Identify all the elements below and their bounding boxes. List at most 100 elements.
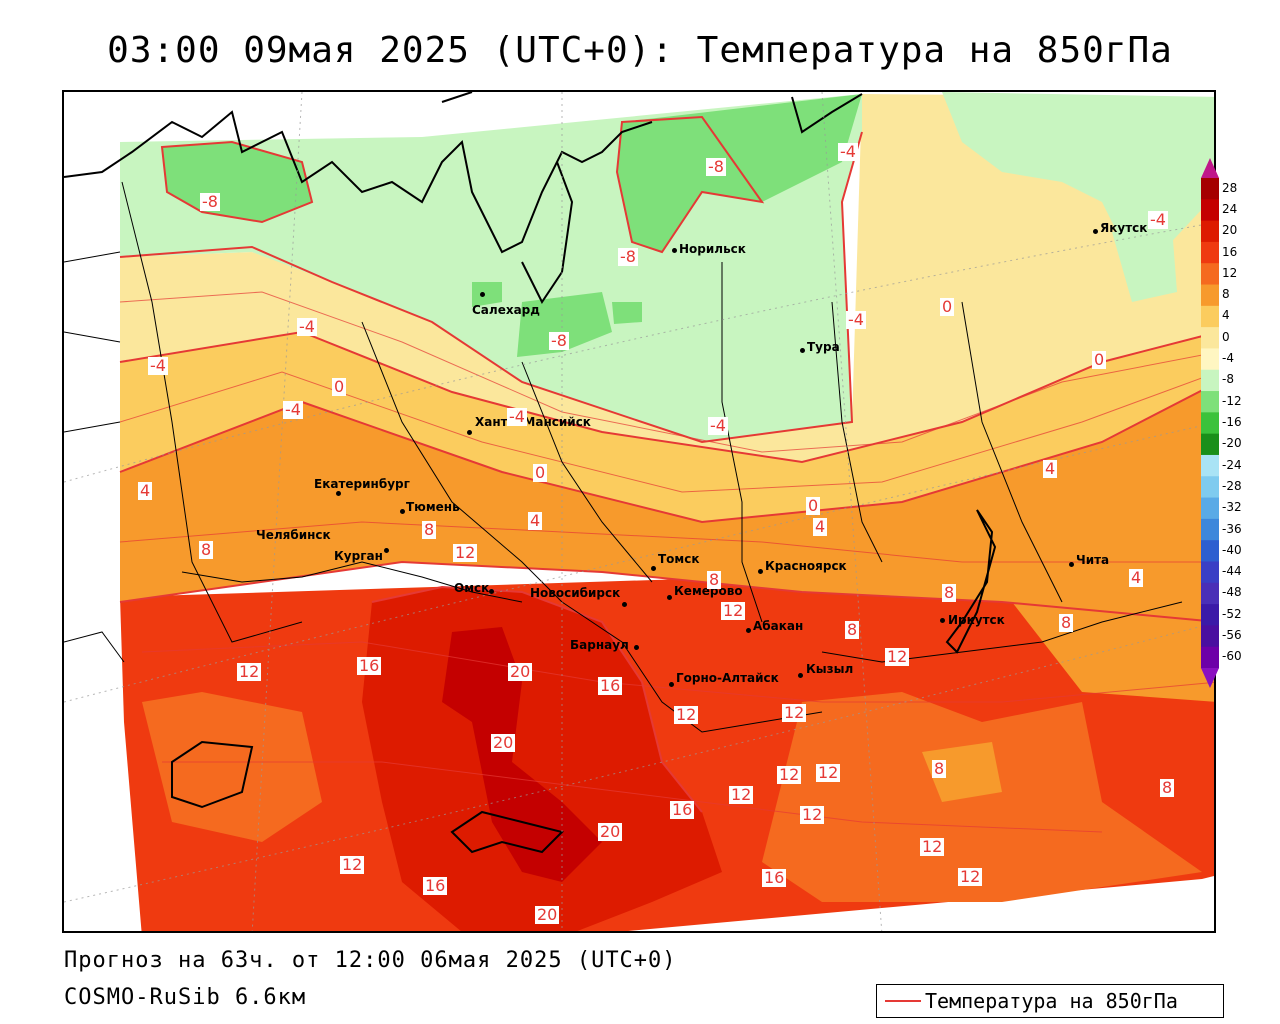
coastlines bbox=[64, 92, 997, 854]
colorbar-swatch bbox=[1201, 604, 1219, 626]
colorbar-swatch bbox=[1201, 199, 1219, 222]
city-dot bbox=[1093, 229, 1098, 234]
isoline-label: 12 bbox=[777, 765, 802, 784]
colorbar-tick-label: -60 bbox=[1222, 649, 1242, 664]
city-kurgan: Курган bbox=[334, 549, 383, 563]
colorbar-tick-label: 4 bbox=[1222, 308, 1230, 323]
city-ekaterinburg: Екатеринбург bbox=[314, 477, 410, 491]
city-gorno-altaysk: Горно-Алтайск bbox=[676, 671, 779, 685]
map-area bbox=[62, 90, 1216, 933]
colorbar-tick-label: 16 bbox=[1222, 244, 1238, 259]
isoline-label: 12 bbox=[721, 601, 746, 620]
isoline-label: 12 bbox=[816, 763, 841, 782]
colorbar-swatch bbox=[1201, 646, 1219, 669]
isoline-label: -4 bbox=[846, 310, 866, 329]
colorbar-tick-label: -56 bbox=[1222, 628, 1242, 643]
city-abakan: Абакан bbox=[753, 619, 804, 633]
isoline-label: 0 bbox=[533, 463, 548, 482]
isoline-label: 8 bbox=[199, 540, 214, 559]
isoline-label: 4 bbox=[528, 511, 543, 530]
colorbar-tick-label: -20 bbox=[1222, 436, 1242, 451]
city-dot bbox=[489, 589, 494, 594]
colorbar-swatch bbox=[1201, 178, 1219, 200]
isoline-label: 8 bbox=[845, 620, 860, 639]
isoline-label: 12 bbox=[340, 855, 365, 874]
colorbar-swatch bbox=[1201, 476, 1219, 499]
city-dot bbox=[1069, 562, 1074, 567]
colorbar-tick-label: 12 bbox=[1222, 265, 1238, 280]
colorbar-swatch bbox=[1201, 454, 1219, 477]
colorbar-tick-label: -36 bbox=[1222, 521, 1242, 536]
colorbar-tick-label: -28 bbox=[1222, 478, 1242, 493]
isoline-label: 16 bbox=[762, 868, 787, 887]
colorbar-tick-label: 28 bbox=[1222, 180, 1238, 195]
city-dot bbox=[940, 618, 945, 623]
isoline-label: 8 bbox=[1059, 613, 1074, 632]
isoline-label: -8 bbox=[618, 247, 638, 266]
city-dot bbox=[622, 602, 627, 607]
city-yakutsk: Якутск bbox=[1100, 221, 1148, 235]
city-dot bbox=[384, 548, 389, 553]
isoline-label: 12 bbox=[782, 703, 807, 722]
colorbar-swatch bbox=[1201, 540, 1219, 562]
colorbar-tick-label: -48 bbox=[1222, 585, 1242, 600]
city-dot bbox=[746, 628, 751, 633]
city-dot bbox=[798, 673, 803, 678]
isoline-label: 12 bbox=[453, 543, 478, 562]
isoline-label: 12 bbox=[729, 785, 754, 804]
city-norilsk: Норильск bbox=[679, 242, 746, 256]
isoline-label: 20 bbox=[491, 733, 516, 752]
model-info: COSMO-RuSib 6.6км bbox=[64, 985, 307, 1010]
colorbar-tick-label: -52 bbox=[1222, 606, 1242, 621]
isoline-label: 20 bbox=[508, 662, 533, 681]
isoline-label: -4 bbox=[507, 407, 527, 426]
colorbar-swatch bbox=[1201, 284, 1219, 307]
colorbar-swatch bbox=[1201, 220, 1219, 243]
city-khanty-mansiysk: Ханты-Мансийск bbox=[475, 415, 591, 429]
legend-line-swatch bbox=[885, 1000, 921, 1002]
city-chelyabinsk: Челябинск bbox=[256, 528, 331, 542]
city-dot bbox=[467, 430, 472, 435]
city-kemerovo: Кемерово bbox=[674, 584, 743, 598]
isoline-label: -4 bbox=[838, 142, 858, 161]
city-irkutsk: Иркутск bbox=[948, 613, 1005, 627]
city-tura: Тура bbox=[807, 340, 840, 354]
colorbar-tick-label: -44 bbox=[1222, 564, 1242, 579]
isoline-label: 8 bbox=[707, 570, 722, 589]
colorbar-swatch bbox=[1201, 348, 1219, 371]
colorbar-tick-label: -24 bbox=[1222, 457, 1242, 472]
isoline-label: 4 bbox=[1129, 568, 1144, 587]
legend-label: Температура на 850гПа bbox=[925, 989, 1178, 1013]
city-salekhard: Салехард bbox=[472, 303, 540, 317]
colorbar-swatch bbox=[1201, 497, 1219, 520]
city-dot bbox=[400, 509, 405, 514]
city-dot bbox=[480, 292, 485, 297]
isoline-label: -4 bbox=[297, 317, 317, 336]
isoline-label: 8 bbox=[932, 759, 947, 778]
isoline-label: -4 bbox=[148, 356, 168, 375]
city-novosibirsk: Новосибирск bbox=[530, 586, 621, 600]
colorbar-swatch bbox=[1201, 369, 1219, 392]
colorbar-swatch bbox=[1201, 433, 1219, 456]
region-borders bbox=[64, 181, 1183, 733]
city-dot bbox=[758, 569, 763, 574]
isoline-label: 20 bbox=[535, 905, 560, 924]
isoline-label: 12 bbox=[885, 647, 910, 666]
colorbar-swatch bbox=[1201, 561, 1219, 584]
city-barnaul: Барнаул bbox=[570, 638, 629, 652]
isoline-label: 8 bbox=[422, 520, 437, 539]
isoline-label: 8 bbox=[1160, 778, 1175, 797]
isoline-label: 4 bbox=[1043, 459, 1058, 478]
isoline-label: -4 bbox=[708, 416, 728, 435]
colorbar-tick-label: -40 bbox=[1222, 542, 1242, 557]
colorbar-tick-label: 20 bbox=[1222, 223, 1238, 238]
isoline-label: 12 bbox=[800, 805, 825, 824]
colorbar-svg bbox=[1201, 158, 1219, 688]
city-dot bbox=[336, 491, 341, 496]
colorbar-swatch bbox=[1201, 305, 1219, 328]
isoline-label: 8 bbox=[942, 583, 957, 602]
isoline-label: 12 bbox=[920, 837, 945, 856]
isoline-label: 0 bbox=[940, 297, 955, 316]
map-title: 03:00 09мая 2025 (UTC+0): Температура на… bbox=[107, 30, 1173, 71]
colorbar-top-arrow bbox=[1201, 158, 1219, 178]
